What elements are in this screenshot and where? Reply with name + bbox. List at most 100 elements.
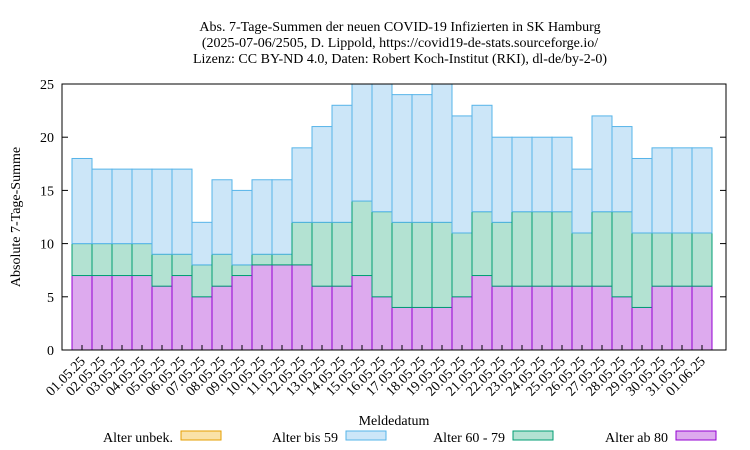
bar-segment [571,168,593,234]
bar-segment [611,211,633,298]
bar-segment [551,211,573,287]
bar-segment [471,211,493,277]
bar-segment [91,275,113,351]
legend-label: Alter ab 80 [605,431,668,446]
bar-segment [631,157,653,234]
bar-segment [231,189,253,266]
legend-swatch [512,430,554,441]
bar-segment [191,296,213,351]
bar-segment [431,306,453,351]
bar-segment [651,147,673,234]
bar-segment [451,296,473,351]
bar-segment [691,147,713,234]
bar-segment [111,243,133,277]
bar-segment [211,253,233,287]
legend-label: Alter unbek. [103,431,173,446]
bar-segment [331,104,353,223]
bar-segment [551,285,573,351]
bar-segment [171,253,193,277]
bar-segment [411,221,433,308]
y-tick-label: 25 [40,78,54,93]
bar-segment [371,83,393,213]
bar-segment [451,115,473,234]
bar-segment [151,285,173,351]
bar-segment [231,264,253,277]
bar-segment [111,275,133,351]
bar-segment [131,243,153,277]
bar-segment [91,168,113,245]
bar-segment [211,285,233,351]
bar-segment [671,232,693,287]
legend-swatch [345,430,387,441]
bar-segment [111,168,133,245]
bar-segment [311,221,333,287]
bar-segment [411,306,433,351]
bar-segment [391,306,413,351]
bar-segment [351,200,373,277]
chart-title: Abs. 7-Tage-Summen der neuen COVID-19 In… [199,20,600,35]
bar-segment [511,285,533,351]
bar-segment [551,136,573,213]
bar-segment [391,221,413,308]
bar-segment [451,232,473,298]
bar-segment [351,275,373,351]
bar-segment [411,94,433,223]
bar-segment [611,296,633,351]
bar-segment [291,264,313,351]
chart-title: (2025-07-06/2505, D. Lippold, https://co… [202,36,598,51]
bar-segment [331,285,353,351]
bar-segment [671,147,693,234]
legend-swatch [675,430,717,441]
bar-segment [531,211,553,287]
bar-segment [611,126,633,213]
bar-segment [431,221,453,308]
legend-label: Alter bis 59 [272,431,338,446]
bar-segment [71,243,93,277]
bar-segment [471,275,493,351]
chart-title: Lizenz: CC BY-ND 4.0, Daten: Robert Koch… [193,52,607,67]
bar-segment [331,221,353,287]
bar-segment [391,94,413,223]
bar-segment [491,136,513,223]
bar-segment [491,285,513,351]
bar-segment [171,168,193,255]
bar-segment [251,179,273,255]
bar-segment [651,232,673,287]
bar-segment [571,285,593,351]
bar-segment [371,296,393,351]
bar-segment [671,285,693,351]
bar-segment [431,83,453,223]
bar-segment [691,285,713,351]
bar-segment [531,285,553,351]
bar-segment [631,306,653,351]
bar-segment [591,115,613,213]
bar-segment [191,221,213,266]
bar-segment [271,264,293,351]
bar-segment [131,275,153,351]
bar-segment [91,243,113,277]
bar-segment [351,83,373,202]
bar-segment [231,275,253,351]
plot-frame [61,83,727,351]
bar-segment [511,136,533,213]
bar-segment [251,253,273,266]
bar-segment [151,168,173,255]
legend-swatch [180,430,222,441]
bar-segment [311,126,333,223]
y-tick-label: 0 [47,344,54,359]
bar-segment [591,285,613,351]
bar-segment [651,285,673,351]
y-axis-label: Absolute 7-Tage-Summe [9,147,24,287]
y-tick-label: 5 [47,291,54,306]
bar-segment [151,253,173,287]
bar-segment [591,211,613,287]
bar-segment [531,136,553,213]
y-tick-label: 15 [40,184,54,199]
bar-segment [251,264,273,351]
y-tick-label: 20 [40,131,54,146]
bar-segment [631,232,653,308]
bar-segment [271,179,293,255]
bar-segment [371,211,393,298]
y-tick-label: 10 [40,238,54,253]
